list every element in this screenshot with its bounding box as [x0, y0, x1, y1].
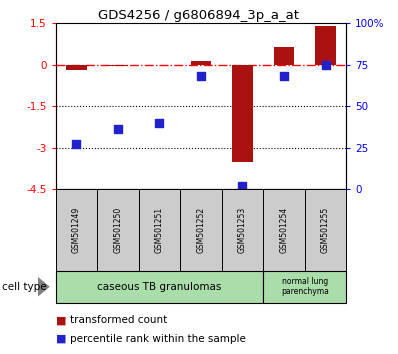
Text: ■: ■ [56, 315, 66, 325]
Bar [56, 271, 263, 303]
Point [198, 73, 204, 79]
Point [156, 120, 163, 126]
Point [73, 142, 80, 147]
Text: ■: ■ [56, 334, 66, 344]
Text: GSM501252: GSM501252 [197, 207, 205, 253]
Bar [232, 65, 253, 162]
Bar [180, 189, 222, 271]
Bar [139, 189, 180, 271]
Bar [191, 61, 211, 65]
Point [322, 62, 329, 68]
Text: GSM501255: GSM501255 [321, 207, 330, 253]
Text: normal lung
parenchyma: normal lung parenchyma [281, 277, 329, 296]
Text: GSM501254: GSM501254 [279, 207, 289, 253]
Bar [315, 26, 336, 65]
Bar [97, 189, 139, 271]
Text: GSM501253: GSM501253 [238, 207, 247, 253]
Text: GSM501250: GSM501250 [113, 207, 123, 253]
Polygon shape [38, 277, 50, 297]
Bar [305, 189, 346, 271]
Bar [56, 189, 97, 271]
Point [115, 127, 121, 132]
Bar [273, 47, 295, 65]
Text: GSM501249: GSM501249 [72, 207, 81, 253]
Bar [66, 65, 87, 70]
Text: transformed count: transformed count [70, 315, 167, 325]
Text: cell type: cell type [2, 282, 47, 292]
Bar [263, 189, 305, 271]
Text: percentile rank within the sample: percentile rank within the sample [70, 334, 246, 344]
Point [239, 183, 246, 189]
Bar [107, 65, 128, 66]
Bar [263, 271, 346, 303]
Text: GSM501251: GSM501251 [155, 207, 164, 253]
Point [281, 73, 287, 79]
Bar [222, 189, 263, 271]
Text: GDS4256 / g6806894_3p_a_at: GDS4256 / g6806894_3p_a_at [98, 9, 300, 22]
Text: caseous TB granulomas: caseous TB granulomas [97, 282, 222, 292]
